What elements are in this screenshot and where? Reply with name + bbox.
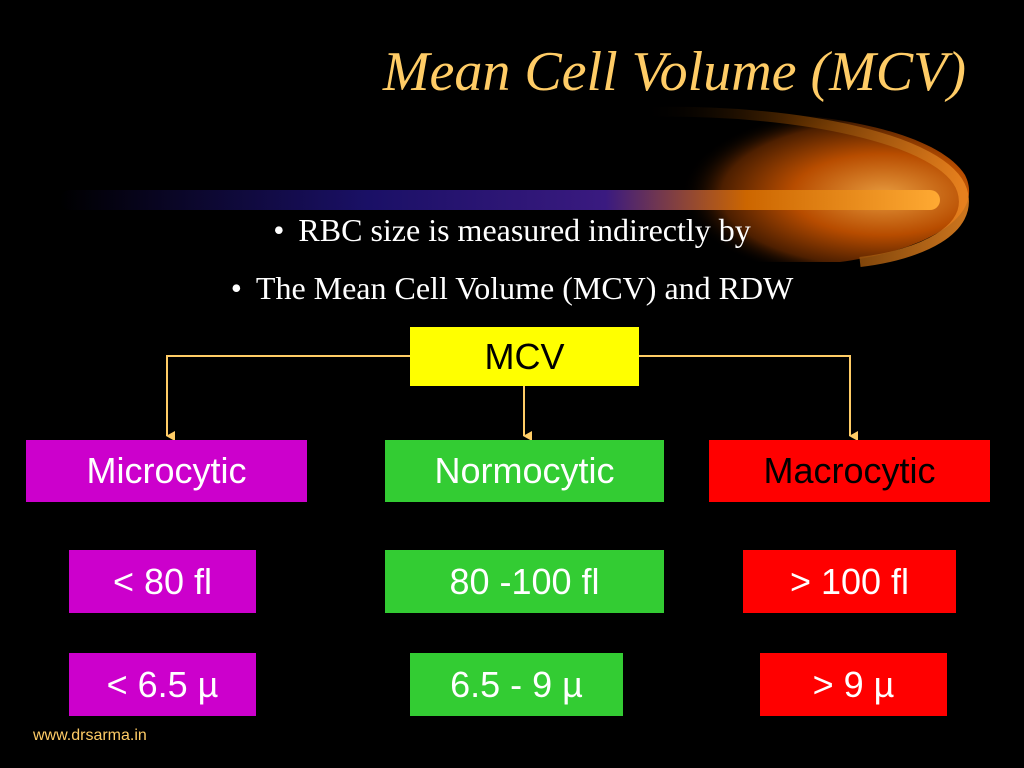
footer-url: www.drsarma.in bbox=[33, 727, 147, 744]
macrocytic-box: Macrocytic bbox=[709, 440, 990, 502]
bullet-item: • The Mean Cell Volume (MCV) and RDW bbox=[0, 263, 1024, 321]
microcytic-diameter: < 6.5 µ bbox=[69, 653, 256, 716]
bullet-item: • RBC size is measured indirectly by bbox=[0, 205, 1024, 263]
bullet-icon: • bbox=[230, 270, 242, 306]
connector-left bbox=[166, 355, 410, 441]
bullet-text: RBC size is measured indirectly by bbox=[298, 212, 751, 248]
microcytic-volume: < 80 fl bbox=[69, 550, 256, 613]
slide-title: Mean Cell Volume (MCV) bbox=[382, 41, 966, 103]
macrocytic-volume: > 100 fl bbox=[743, 550, 956, 613]
normocytic-box: Normocytic bbox=[385, 440, 664, 502]
normocytic-volume: 80 -100 fl bbox=[385, 550, 664, 613]
bullet-text: The Mean Cell Volume (MCV) and RDW bbox=[255, 270, 794, 306]
microcytic-box: Microcytic bbox=[26, 440, 307, 502]
connector-right bbox=[639, 355, 858, 441]
bullet-icon: • bbox=[273, 212, 285, 248]
normocytic-diameter: 6.5 - 9 µ bbox=[410, 653, 623, 716]
swoosh-line bbox=[60, 190, 940, 210]
swoosh-glow bbox=[630, 111, 970, 262]
swoosh-arc bbox=[639, 106, 969, 267]
mcv-root-box: MCV bbox=[410, 327, 639, 386]
bullet-list: • RBC size is measured indirectly by • The… bbox=[0, 205, 1024, 321]
macrocytic-diameter: > 9 µ bbox=[760, 653, 947, 716]
